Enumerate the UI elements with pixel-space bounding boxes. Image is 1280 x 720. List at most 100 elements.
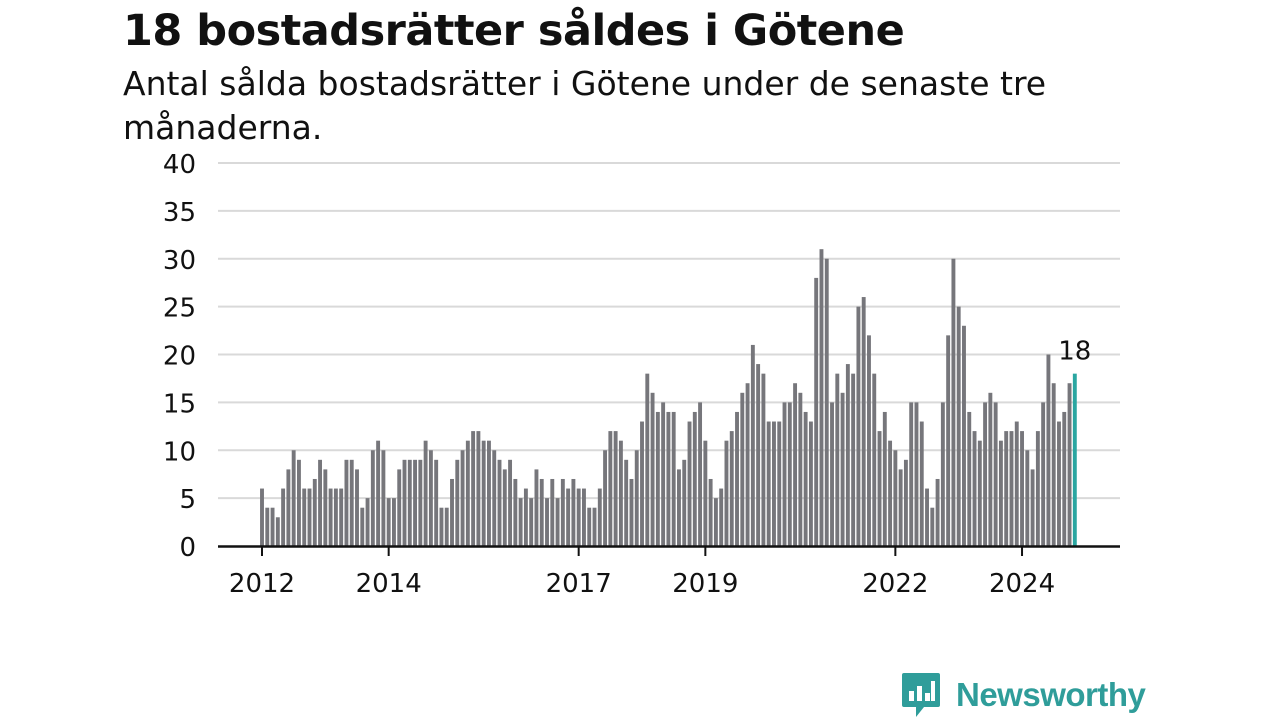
bar	[687, 421, 692, 546]
bar	[898, 469, 903, 546]
bar	[650, 392, 655, 546]
bar	[856, 306, 861, 546]
bar	[1067, 383, 1072, 546]
bar	[428, 450, 433, 546]
bar	[861, 297, 866, 546]
bar	[993, 402, 998, 546]
bar	[471, 431, 476, 546]
bar	[903, 459, 908, 546]
bar	[529, 498, 534, 546]
bar	[550, 478, 555, 546]
bar	[919, 421, 924, 546]
x-tick-label: 2022	[862, 569, 928, 599]
bar	[872, 373, 877, 546]
bar	[523, 488, 528, 546]
bar	[312, 478, 317, 546]
bar	[344, 459, 349, 546]
bar	[713, 498, 718, 546]
bar	[1057, 421, 1061, 546]
bar	[882, 411, 887, 546]
bar	[756, 364, 761, 546]
bar	[793, 383, 798, 546]
bar	[360, 507, 365, 546]
y-tick-label: 30	[163, 246, 196, 276]
bar	[735, 411, 739, 546]
bars	[260, 249, 1077, 547]
bar	[909, 402, 914, 546]
bar	[603, 450, 608, 546]
bar	[302, 488, 307, 546]
bar	[703, 440, 708, 546]
bar	[750, 344, 755, 546]
bar	[840, 392, 845, 546]
bar	[766, 421, 771, 546]
bar	[967, 411, 972, 546]
bar	[803, 411, 808, 546]
bar	[708, 478, 713, 546]
bar	[439, 507, 444, 546]
bar	[508, 459, 513, 546]
bar	[1062, 411, 1067, 546]
bar	[1046, 354, 1051, 546]
chart-subtitle: Antal sålda bostadsrätter i Götene under…	[123, 64, 1047, 147]
bar	[613, 431, 618, 546]
bar	[962, 325, 966, 546]
bar	[434, 459, 439, 546]
bar	[539, 478, 544, 546]
bar	[624, 459, 629, 546]
bar	[988, 392, 993, 546]
bar	[497, 459, 502, 546]
bar	[413, 459, 418, 546]
bar	[956, 306, 961, 546]
bar	[1030, 469, 1035, 546]
bar	[682, 459, 687, 546]
bar	[877, 431, 882, 546]
newsworthy-logo-icon	[902, 673, 940, 717]
bar	[798, 392, 803, 546]
bar	[487, 440, 491, 546]
bar	[1009, 431, 1014, 546]
bar	[777, 421, 782, 546]
bar	[465, 440, 470, 546]
bar	[560, 478, 565, 546]
bar	[355, 469, 359, 546]
bar	[1020, 431, 1024, 546]
bar	[946, 335, 951, 546]
bar	[555, 498, 560, 546]
bar	[972, 431, 977, 546]
bar	[392, 498, 396, 546]
bar	[349, 459, 354, 546]
bar	[518, 498, 523, 546]
bar	[281, 488, 286, 546]
x-axis-ticks: 2012 2014 2017 2019 2022 2024	[229, 546, 1055, 599]
bar	[1035, 431, 1040, 546]
bar	[745, 383, 750, 546]
data-labels: 18	[1058, 337, 1091, 367]
bar	[370, 450, 375, 546]
bar	[1051, 383, 1056, 546]
bar	[296, 459, 301, 546]
y-axis-ticks: 0 5 10 15 20 25 30 35 40	[163, 150, 196, 563]
bar	[983, 402, 988, 546]
bar	[845, 364, 850, 546]
bar	[481, 440, 486, 546]
bar	[761, 373, 766, 546]
bar	[893, 450, 898, 546]
bar	[724, 440, 729, 546]
bar	[640, 421, 644, 546]
bar	[381, 450, 386, 546]
y-tick-label: 20	[163, 342, 196, 372]
bar	[851, 373, 856, 546]
bar	[787, 402, 792, 546]
y-tick-label: 0	[179, 533, 196, 563]
bar	[270, 507, 275, 546]
bar	[1004, 431, 1009, 546]
y-tick-label: 15	[163, 389, 196, 419]
bar	[576, 488, 581, 546]
bar	[814, 277, 819, 546]
bar	[286, 469, 291, 546]
bar	[333, 488, 338, 546]
bar	[1041, 402, 1046, 546]
bar	[476, 431, 481, 546]
